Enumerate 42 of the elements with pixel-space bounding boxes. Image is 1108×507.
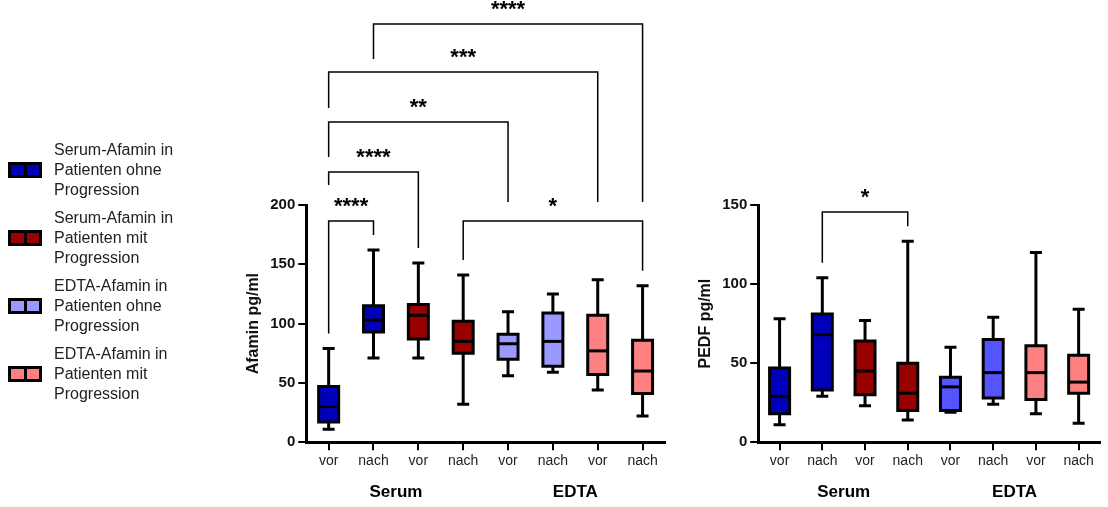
x-tick-label: nach bbox=[978, 452, 1009, 469]
annotation: **** bbox=[333, 193, 369, 218]
text: **** bbox=[490, 0, 526, 21]
x-tick-label: nach bbox=[807, 452, 838, 469]
x-tick-label: nach bbox=[358, 452, 389, 469]
y-tick-label: 0 bbox=[738, 432, 748, 450]
y-tick-label: 150 bbox=[270, 254, 296, 272]
y-tick-label: 50 bbox=[730, 353, 748, 371]
text: EDTA bbox=[992, 481, 1038, 501]
y-tick-label: 100 bbox=[722, 274, 748, 292]
y-tick-label: 50 bbox=[278, 373, 296, 391]
legend-label: Serum-Afamin in Patienten mit Progression bbox=[54, 208, 175, 268]
y-tick-label: 150 bbox=[722, 195, 748, 213]
legend-label: EDTA-Afamin in Patienten ohne Progression bbox=[54, 276, 169, 336]
x-tick-label: nach bbox=[1063, 452, 1094, 469]
y-axis-title: Afamin pg/ml bbox=[244, 272, 262, 375]
x-tick-label: vor bbox=[588, 452, 608, 469]
text: *** bbox=[450, 44, 477, 69]
x-tick-label: nach bbox=[448, 452, 479, 469]
annotation: * bbox=[860, 184, 870, 209]
x-tick-label: nach bbox=[892, 452, 923, 469]
x-tick-label: vor bbox=[855, 452, 876, 469]
x-tick-label: vor bbox=[498, 452, 519, 469]
annotation: * bbox=[548, 193, 558, 218]
x-tick-label: vor bbox=[318, 452, 339, 469]
text: EDTA bbox=[552, 481, 598, 501]
x-tick-label: vor bbox=[1026, 452, 1046, 469]
x-tick-label: vor bbox=[408, 452, 429, 469]
text: Serum bbox=[369, 481, 423, 501]
text: ** bbox=[409, 94, 428, 119]
y-tick-label: 100 bbox=[270, 313, 296, 331]
x-tick-label: vor bbox=[769, 452, 790, 469]
y-tick-label: 0 bbox=[286, 432, 296, 450]
y-axis-title: PEDF pg/ml bbox=[696, 278, 714, 369]
text: Serum bbox=[817, 481, 871, 501]
x-tick-label: nach bbox=[627, 452, 658, 469]
y-tick-label: 200 bbox=[270, 195, 296, 213]
x-tick-label: vor bbox=[940, 452, 961, 469]
legend-label: EDTA-Afamin in Patienten mit Progression bbox=[54, 344, 169, 404]
legend-label: Serum-Afamin in Patienten ohne Progression bbox=[54, 140, 175, 200]
text: **** bbox=[356, 144, 392, 169]
x-tick-label: nach bbox=[537, 452, 569, 469]
